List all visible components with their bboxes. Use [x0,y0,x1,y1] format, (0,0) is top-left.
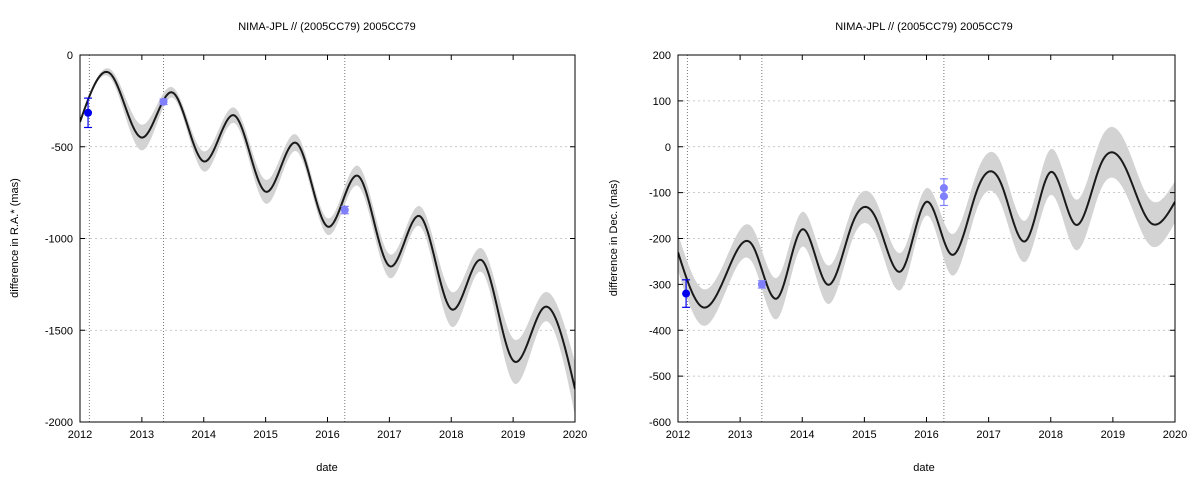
dec-xtick-label: 2020 [1163,429,1187,441]
dec-model-curve [678,151,1175,309]
dec-xtick-label: 2018 [1039,429,1063,441]
ra-ytick-label: -500 [51,142,73,154]
dec-uncertainty-band [678,126,1175,326]
ra-ytick-label: -2000 [45,417,73,429]
dec-ytick-label: 100 [653,96,671,108]
ra-xtick-label: 2020 [563,429,587,441]
ra-xtick-label: 2012 [68,429,92,441]
dec-xtick-label: 2016 [914,429,938,441]
ra-chart: NIMA-JPL // (2005CC79) 2005CC79 date dif… [9,21,587,474]
ra-ytick-label: 0 [67,50,73,62]
dec-ytick-label: -200 [649,234,671,246]
dec-xtick-label: 2013 [728,429,752,441]
dec-data-point [757,280,766,289]
dec-ytick-label: -500 [649,371,671,383]
dec-xtick-label: 2019 [1101,429,1125,441]
ra-xtick-label: 2017 [377,429,401,441]
ra-data-point [340,206,349,215]
ra-xtick-label: 2015 [253,429,277,441]
dec-data-point [939,192,948,201]
ra-ytick-label: -1000 [45,234,73,246]
dec-chart-ylabel: difference in Dec. (mas) [608,180,620,297]
dec-ytick-label: 0 [665,142,671,154]
ra-xtick-label: 2019 [501,429,525,441]
dec-ytick-label: -100 [649,188,671,200]
ra-chart-title: NIMA-JPL // (2005CC79) 2005CC79 [238,21,416,33]
ra-ytick-label: -1500 [45,325,73,337]
dec-ytick-label: -400 [649,325,671,337]
dec-chart: NIMA-JPL // (2005CC79) 2005CC79 date dif… [608,21,1187,474]
ra-chart-xlabel: date [316,462,337,474]
ra-chart-plot: 2012 2013 2014 2015 2016 2017 2018 2019 2020 0 -50… [45,50,587,441]
ra-uncertainty-band [80,68,575,416]
dec-chart-plot: 2012 2013 2014 2015 2016 2017 2018 2019 2020 200 1… [649,50,1187,441]
dec-clipped-series [678,126,1175,326]
ra-xtick-label: 2014 [192,429,216,441]
dec-xtick-label: 2014 [790,429,814,441]
ra-xtick-label: 2013 [130,429,154,441]
dec-chart-xlabel: date [913,462,934,474]
ra-data-point [84,108,93,117]
ra-chart-ylabel: difference in R.A.* (mas) [9,178,21,298]
dec-ytick-label: -600 [649,417,671,429]
ra-clipped-series [80,68,575,416]
dec-xtick-label: 2015 [852,429,876,441]
ra-xtick-label: 2016 [315,429,339,441]
dec-xtick-label: 2017 [976,429,1000,441]
dec-chart-title: NIMA-JPL // (2005CC79) 2005CC79 [835,21,1013,33]
dec-ytick-label: 200 [653,50,671,62]
ra-data-point [159,97,168,106]
dec-data-point [682,289,691,298]
dec-xtick-label: 2012 [666,429,690,441]
dec-ytick-label: -300 [649,279,671,291]
ra-xtick-label: 2018 [439,429,463,441]
